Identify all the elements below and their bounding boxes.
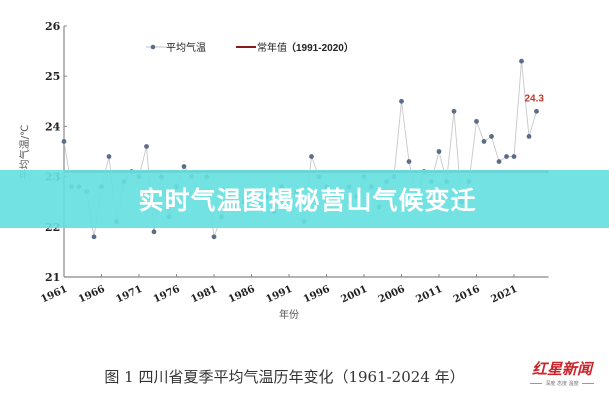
data-point [436, 149, 442, 154]
x-tick-label: 1996 [302, 284, 332, 306]
data-point [474, 118, 479, 124]
logo-rule-right [581, 383, 594, 384]
data-point [91, 234, 97, 240]
data-point [489, 134, 494, 139]
data-point [309, 154, 314, 159]
last-value-annotation: 24.3 [525, 93, 545, 104]
logo-tagline-text: 深度 态度 温度 [545, 381, 579, 387]
legend-series-marker-icon [150, 44, 156, 50]
y-axis-title: 平均气温/℃ [18, 125, 31, 180]
data-point [511, 154, 517, 159]
data-point [406, 159, 412, 164]
data-point [211, 234, 217, 240]
news-logo: 红星新闻 深度 态度 温度 [522, 358, 602, 392]
figure-caption: 图 1 四川省夏季平均气温历年变化（1961-2024 年） [104, 368, 465, 386]
y-tick-label: 24 [45, 120, 61, 133]
x-axis-title: 年份 [279, 308, 299, 321]
x-tick-label: 1986 [227, 284, 257, 306]
legend: 平均气温 常年值 （1991-2020） [146, 41, 354, 54]
x-tick-label: 2006 [377, 284, 407, 306]
logo-title: 红星新闻 [531, 360, 592, 378]
y-tick-label: 25 [45, 70, 60, 83]
x-tick-label: 1976 [152, 284, 182, 306]
x-tick-label: 1981 [189, 284, 219, 306]
data-point [106, 154, 112, 159]
data-point [399, 98, 404, 104]
logo-rule-left [530, 383, 543, 384]
y-axis: 212223242526 [45, 20, 67, 284]
x-tick-label: 1961 [39, 284, 69, 306]
title-banner: 实时气温图揭秘营山气候变迁 [0, 170, 609, 228]
data-point [526, 134, 532, 139]
legend-normal-label: 常年值 [257, 41, 287, 54]
y-tick-label: 21 [45, 271, 60, 284]
x-tick-label: 1991 [264, 284, 294, 306]
legend-normal-range: （1991-2020） [286, 41, 354, 54]
x-tick-label: 2011 [414, 284, 444, 306]
logo-tagline: 深度 态度 温度 [522, 380, 602, 387]
y-tick-label: 26 [45, 20, 61, 33]
banner-title: 实时气温图揭秘营山气候变迁 [138, 186, 477, 215]
data-point [519, 58, 524, 64]
x-tick-label: 2016 [452, 284, 482, 306]
data-point [451, 108, 457, 114]
x-axis: 1961 1966 1971 1976 1981 1986 1991 1996 2001 2006… [39, 274, 549, 306]
x-tick-label: 1971 [114, 284, 144, 306]
data-point [144, 144, 149, 149]
data-point [534, 108, 539, 114]
data-point [496, 159, 502, 164]
data-point [481, 139, 487, 144]
x-tick-label: 2021 [489, 284, 519, 306]
data-point [151, 229, 157, 235]
x-tick-label: 2001 [339, 284, 369, 306]
legend-series-label: 平均气温 [166, 41, 206, 54]
data-point [504, 154, 509, 159]
data-point [61, 139, 67, 144]
data-point [181, 164, 187, 169]
x-tick-label: 1966 [77, 284, 107, 306]
